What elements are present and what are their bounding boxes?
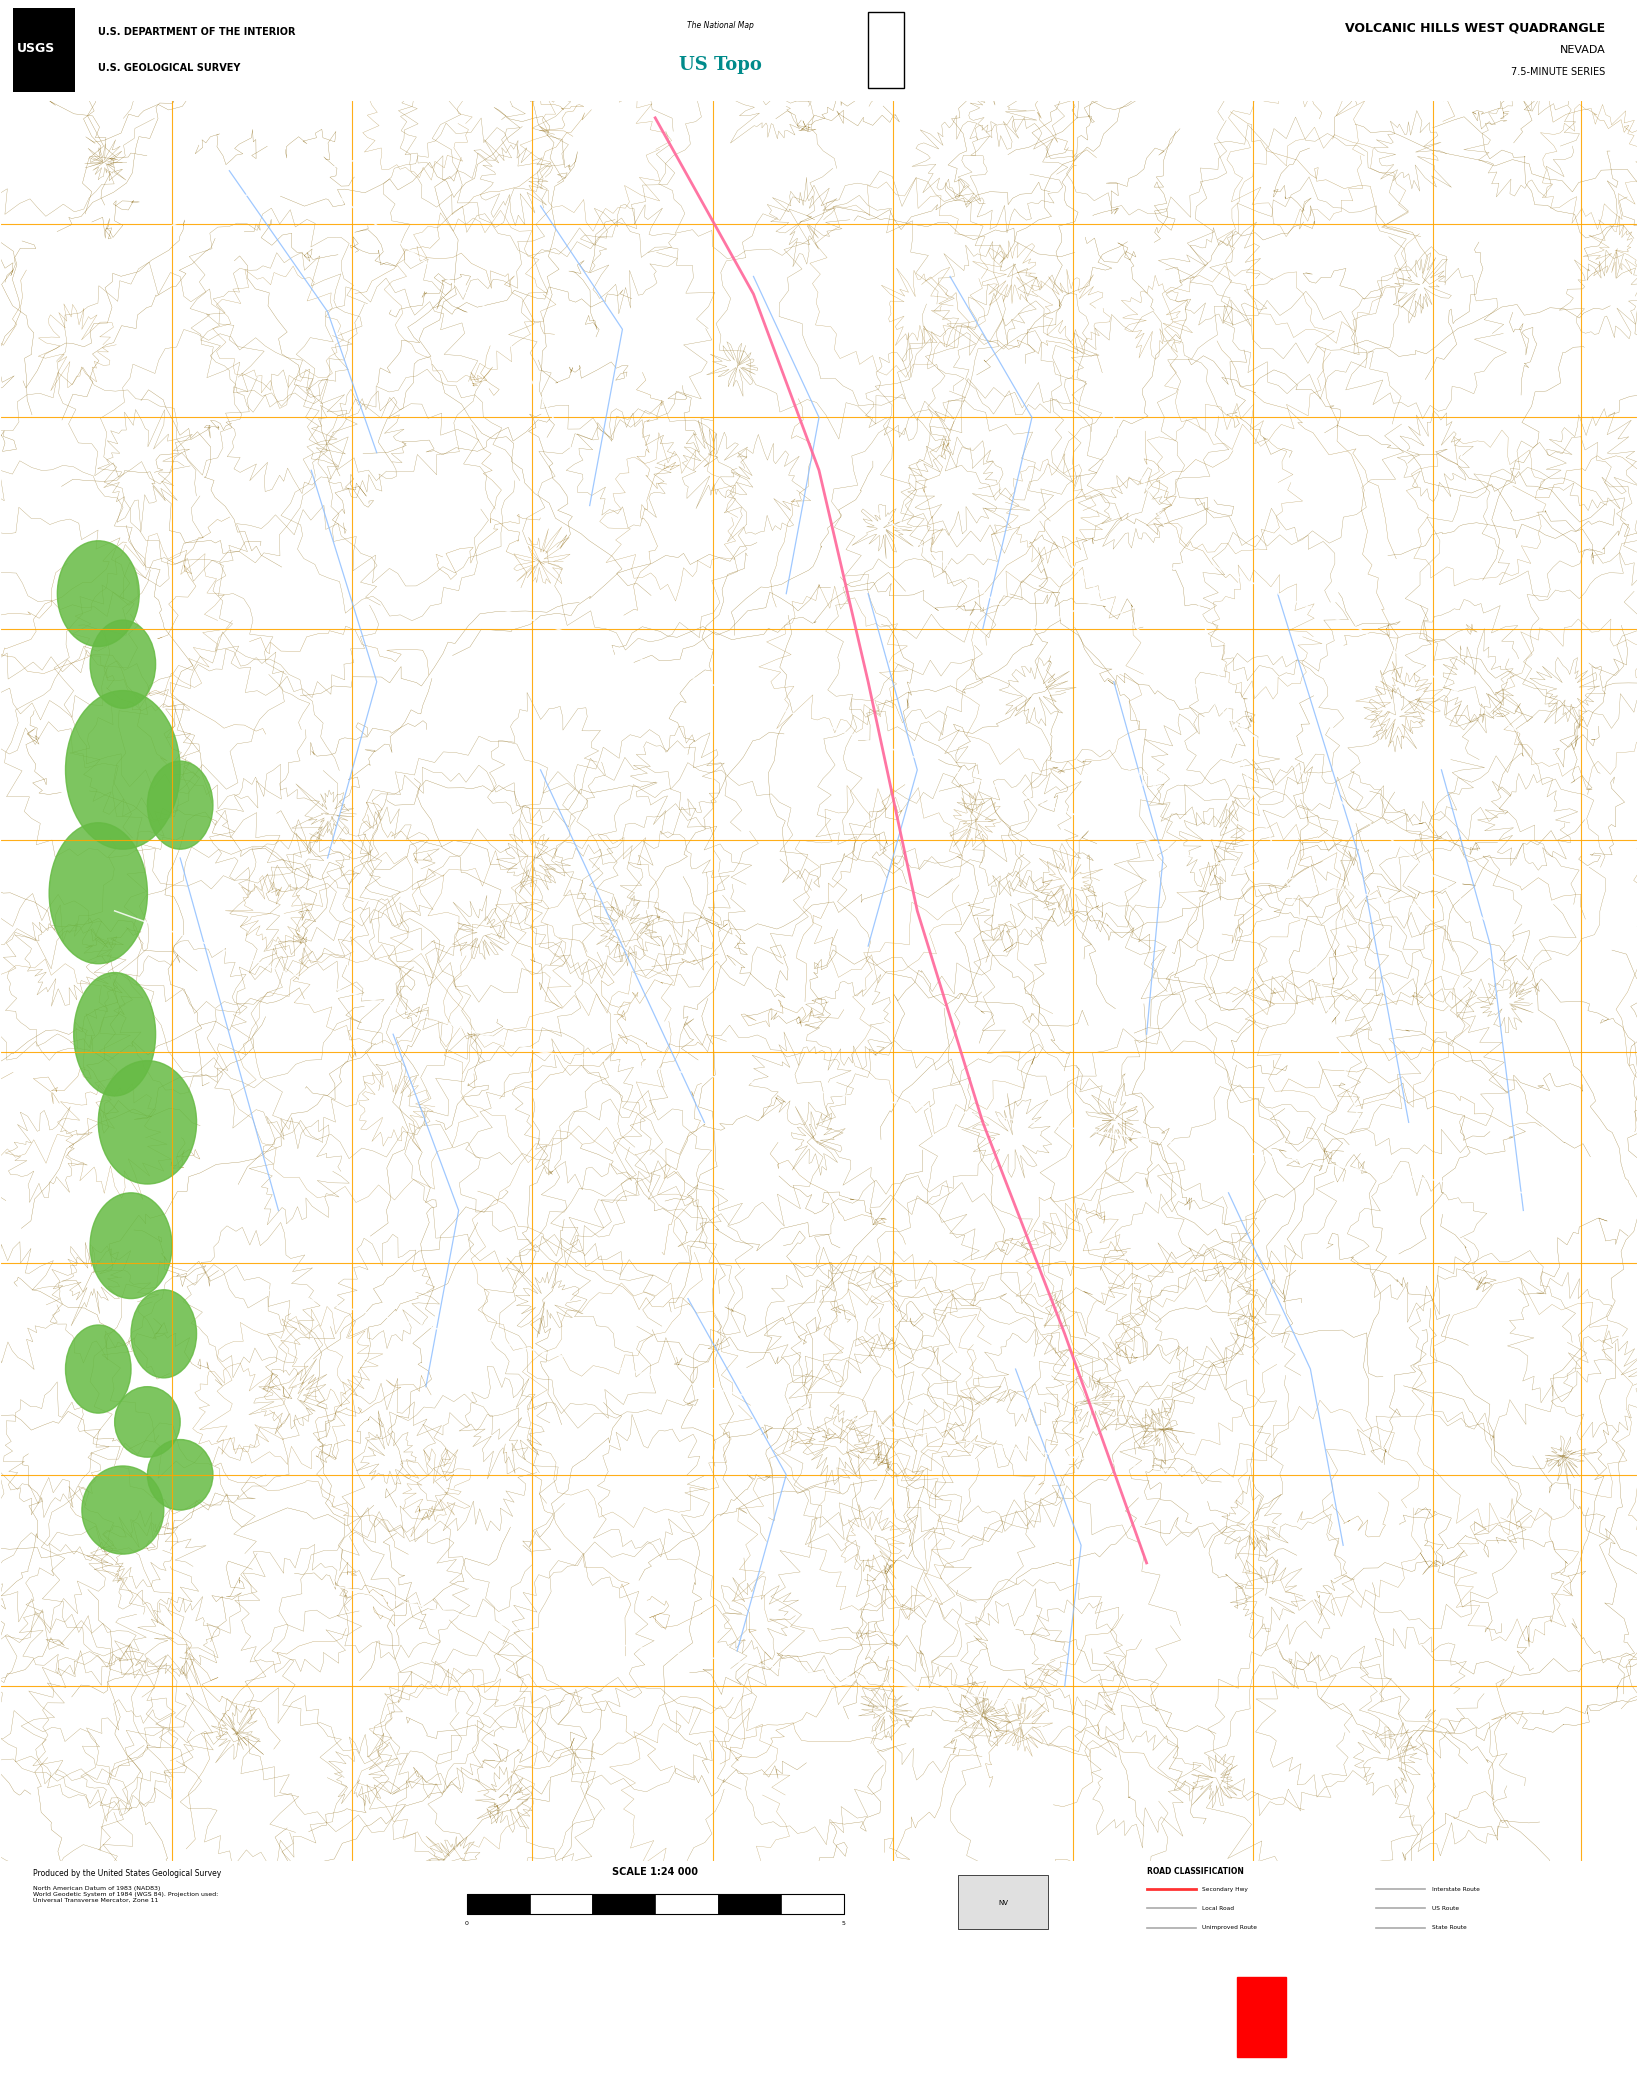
Ellipse shape (74, 973, 156, 1096)
Bar (1237, 1977, 1286, 2057)
Text: North American Datum of 1983 (NAD83)
World Geodetic System of 1984 (WGS 84). Pro: North American Datum of 1983 (NAD83) Wor… (33, 1885, 218, 1902)
Ellipse shape (90, 1192, 172, 1299)
Text: USGS: USGS (16, 42, 54, 54)
Ellipse shape (147, 760, 213, 850)
Text: Unimproved Route: Unimproved Route (1202, 1925, 1258, 1929)
Bar (717, 1894, 781, 1915)
Text: Produced by the United States Geological Survey: Produced by the United States Geological… (33, 1869, 221, 1879)
Text: U.S. GEOLOGICAL SURVEY: U.S. GEOLOGICAL SURVEY (98, 63, 241, 73)
Bar (868, 13, 904, 88)
Ellipse shape (90, 620, 156, 708)
Ellipse shape (82, 1466, 164, 1553)
Text: LC
LM: LC LM (66, 971, 75, 983)
Text: 0: 0 (465, 1921, 468, 1925)
Ellipse shape (49, 823, 147, 965)
Text: NEVADA: NEVADA (1559, 46, 1605, 54)
Bar (13, 8, 75, 92)
Text: US Route: US Route (1432, 1906, 1459, 1911)
Text: ROAD CLASSIFICATION: ROAD CLASSIFICATION (1147, 1867, 1243, 1875)
Bar (529, 1894, 593, 1915)
Bar (958, 1875, 1048, 1929)
Bar (593, 1894, 655, 1915)
Bar (781, 1894, 844, 1915)
Text: US Topo: US Topo (680, 56, 762, 75)
Text: MC
MR: MC MR (1553, 971, 1564, 983)
Text: SCALE 1:24 000: SCALE 1:24 000 (613, 1867, 698, 1877)
Ellipse shape (131, 1290, 197, 1378)
Bar (655, 1894, 717, 1915)
Text: 7.5-MINUTE SERIES: 7.5-MINUTE SERIES (1510, 67, 1605, 77)
Ellipse shape (98, 1061, 197, 1184)
Ellipse shape (57, 541, 139, 647)
Ellipse shape (66, 1326, 131, 1414)
Bar (467, 1894, 529, 1915)
Text: NV: NV (998, 1900, 1009, 1906)
Text: VOLCANIC HILLS WEST QUADRANGLE: VOLCANIC HILLS WEST QUADRANGLE (1345, 21, 1605, 35)
Text: 5: 5 (842, 1921, 845, 1925)
Bar (467, 1894, 844, 1915)
Text: State Route: State Route (1432, 1925, 1466, 1929)
Ellipse shape (115, 1386, 180, 1457)
Text: 6: 6 (883, 46, 889, 54)
Text: Jackrabbit
Springs: Jackrabbit Springs (1127, 768, 1166, 789)
Text: Secondary Hwy: Secondary Hwy (1202, 1888, 1248, 1892)
Text: The National Map: The National Map (688, 21, 753, 29)
Text: Local Road: Local Road (1202, 1906, 1235, 1911)
Text: U.S. DEPARTMENT OF THE INTERIOR: U.S. DEPARTMENT OF THE INTERIOR (98, 27, 296, 38)
Ellipse shape (66, 691, 180, 850)
Text: Interstate Route: Interstate Route (1432, 1888, 1479, 1892)
Ellipse shape (147, 1439, 213, 1510)
